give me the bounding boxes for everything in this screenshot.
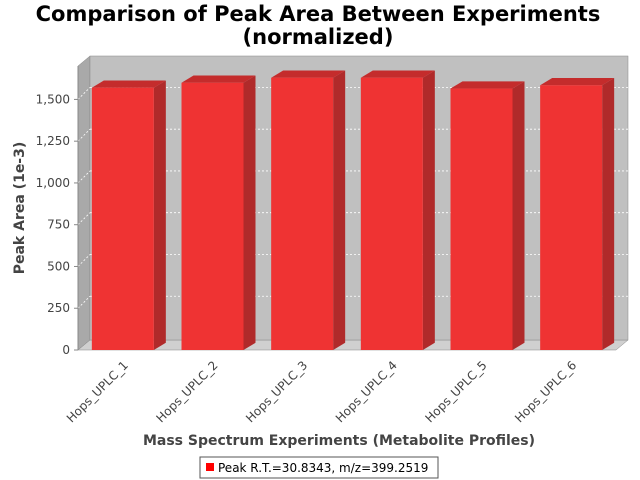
- gridline-wall: [77, 212, 91, 225]
- bar-front: [360, 77, 423, 350]
- gridline-wall: [77, 128, 91, 142]
- y-tick-label: 1,000: [36, 176, 70, 190]
- bar-Hops_UPLC_5: [450, 81, 525, 351]
- y-axis-ticks: 0 250 500 750 1,000 1,250 1,500: [36, 92, 78, 357]
- bar-side: [243, 75, 256, 350]
- chart-title: Comparison of Peak Area Between Experime…: [36, 2, 601, 26]
- bar-top: [450, 81, 525, 89]
- bar-side: [333, 70, 346, 351]
- x-tick-label: Hops_UPLC_3: [243, 358, 310, 425]
- legend-swatch: [206, 463, 214, 471]
- legend-entry: Peak R.T.=30.8343, m/z=399.2519: [218, 461, 428, 475]
- bar-front: [450, 88, 513, 350]
- bar-top: [91, 80, 166, 88]
- x-tick-label: Hops_UPLC_2: [153, 358, 220, 425]
- y-tick-label: 750: [47, 218, 70, 232]
- gridline-wall: [77, 87, 91, 100]
- gridline-wall: [77, 254, 91, 267]
- y-tick-label: 250: [47, 301, 70, 315]
- bar-top: [271, 70, 346, 78]
- bar-front: [181, 82, 244, 351]
- chart-subtitle: (normalized): [243, 25, 394, 49]
- y-tick-label: 1,250: [36, 134, 70, 148]
- legend: Peak R.T.=30.8343, m/z=399.2519: [199, 456, 439, 479]
- y-tick-label: 1,500: [36, 92, 70, 106]
- bar-Hops_UPLC_1: [91, 80, 166, 351]
- x-axis-label: Mass Spectrum Experiments (Metabolite Pr…: [143, 433, 535, 449]
- bar-front: [91, 87, 154, 350]
- bar-side: [602, 78, 615, 350]
- bar-top: [360, 70, 435, 78]
- bar-top: [181, 75, 256, 83]
- bar-side: [153, 80, 166, 351]
- x-tick-label: Hops_UPLC_5: [422, 358, 489, 425]
- gridlines: [77, 87, 628, 309]
- bar-side: [422, 70, 435, 351]
- bar-front: [271, 77, 334, 350]
- bar-Hops_UPLC_6: [540, 78, 615, 350]
- bar-front: [540, 85, 603, 350]
- bar-Hops_UPLC_4: [360, 70, 435, 351]
- plot-background: [89, 55, 629, 341]
- x-tick-label: Hops_UPLC_1: [64, 358, 131, 425]
- y-tick-label: 0: [62, 343, 70, 357]
- bar-Hops_UPLC_2: [181, 75, 256, 351]
- y-axis-label: Peak Area (1e-3): [12, 142, 28, 275]
- gridline-wall: [77, 170, 91, 184]
- x-axis-ticks: Hops_UPLC_1 Hops_UPLC_2 Hops_UPLC_3 Hops_UP…: [64, 358, 579, 425]
- y-tick-label: 500: [47, 259, 70, 273]
- legend-box: [199, 456, 439, 479]
- bar-top: [540, 78, 615, 86]
- x-tick-label: Hops_UPLC_4: [333, 358, 400, 425]
- gridline-wall: [77, 295, 91, 309]
- bar-Hops_UPLC_3: [271, 70, 346, 351]
- bars: [91, 70, 615, 351]
- x-tick-label: Hops_UPLC_6: [512, 358, 579, 425]
- bar-side: [512, 81, 525, 351]
- plot-left-wall: [77, 55, 91, 351]
